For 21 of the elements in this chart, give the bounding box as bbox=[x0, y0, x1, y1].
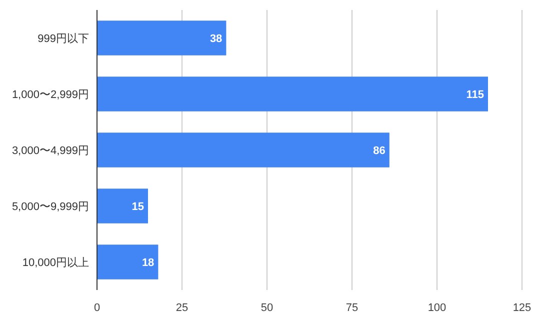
x-tick-label: 125 bbox=[512, 302, 532, 314]
y-tick-label: 1,000〜2,999円 bbox=[12, 89, 89, 101]
data-label: 38 bbox=[210, 33, 222, 45]
y-tick-label: 999円以下 bbox=[38, 32, 89, 45]
bar bbox=[97, 244, 158, 280]
bar bbox=[97, 20, 226, 56]
data-label: 15 bbox=[132, 201, 144, 213]
data-label: 115 bbox=[466, 89, 484, 101]
x-tick-label: 50 bbox=[260, 302, 274, 314]
x-tick-label: 75 bbox=[346, 302, 358, 314]
data-label: 18 bbox=[142, 257, 154, 269]
y-tick-label: 10,000円以上 bbox=[22, 256, 89, 269]
bar bbox=[97, 188, 148, 224]
bar bbox=[97, 132, 390, 168]
x-tick-label: 0 bbox=[94, 302, 100, 314]
y-tick-label: 5,000〜9,999円 bbox=[12, 201, 89, 213]
bar bbox=[97, 76, 488, 112]
x-tick-label: 25 bbox=[176, 302, 188, 314]
y-tick-label: 3,000〜4,999円 bbox=[12, 145, 89, 157]
x-tick-label: 100 bbox=[428, 302, 446, 314]
data-label: 86 bbox=[373, 145, 386, 157]
